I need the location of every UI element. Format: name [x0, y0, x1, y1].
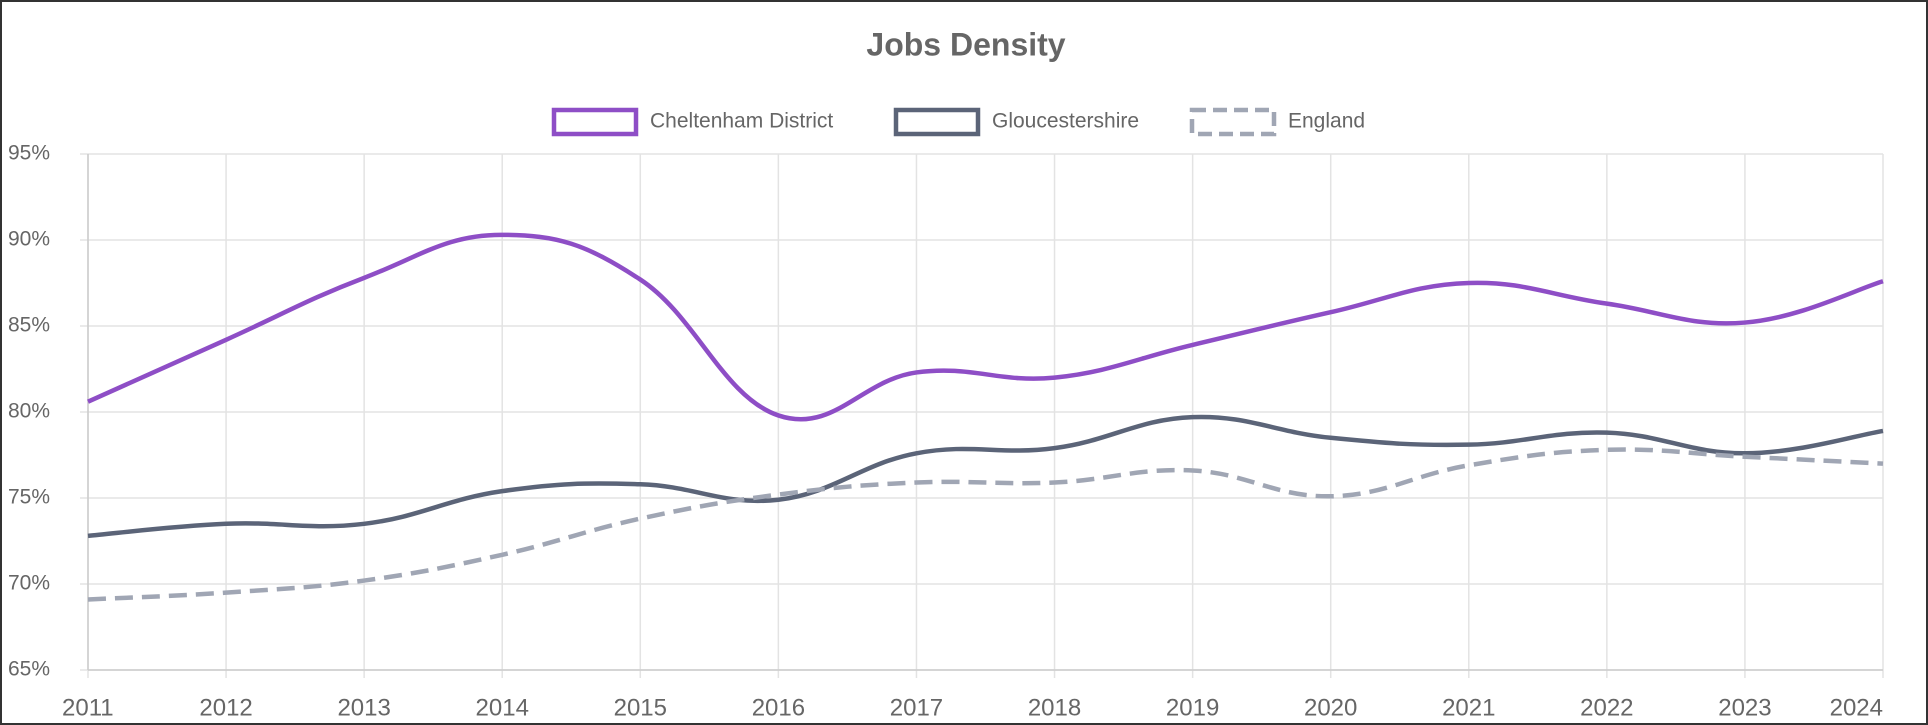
x-tick-label: 2021: [1442, 694, 1495, 721]
y-tick-label: 80%: [8, 400, 50, 423]
series-line: [87, 232, 1884, 422]
y-tick-label: 75%: [8, 486, 50, 509]
series-line: [87, 414, 1884, 539]
x-tick-label: 2016: [752, 694, 805, 721]
x-tick-label: 2019: [1166, 694, 1219, 721]
x-tick-label: 2011: [62, 694, 114, 721]
x-tick-label: 2022: [1580, 694, 1633, 721]
x-tick-label: 2023: [1718, 694, 1771, 721]
legend-label: Cheltenham District: [650, 110, 833, 133]
x-tick-label: 2012: [199, 694, 252, 721]
y-tick-label: 95%: [8, 142, 50, 165]
legend-swatch: [1189, 107, 1277, 137]
legend-swatch: [893, 107, 981, 137]
x-tick-label: 2024: [1830, 694, 1883, 721]
x-tick-label: 2015: [614, 694, 667, 721]
legend-label: England: [1288, 110, 1365, 133]
y-tick-label: 70%: [8, 572, 50, 595]
x-tick-label: 2013: [337, 694, 390, 721]
x-tick-label: 2017: [890, 694, 943, 721]
x-tick-label: 2014: [476, 694, 529, 721]
series-line: [87, 447, 1884, 602]
legend-swatch: [551, 107, 639, 137]
legend-label: Gloucestershire: [992, 110, 1139, 133]
y-tick-label: 90%: [8, 228, 50, 251]
chart-title: Jobs Density: [866, 26, 1065, 62]
x-tick-label: 2018: [1028, 694, 1081, 721]
x-tick-label: 2020: [1304, 694, 1357, 721]
y-tick-label: 85%: [8, 314, 50, 337]
y-tick-label: 65%: [8, 658, 50, 681]
